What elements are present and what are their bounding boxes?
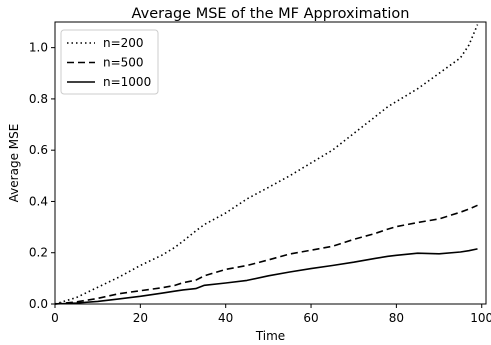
series-layer [54, 24, 479, 305]
legend-label: n=1000 [103, 75, 151, 89]
x-axis: 0 20 40 60 80 100 [51, 304, 491, 325]
x-tick-label: 100 [470, 311, 491, 325]
chart-title: Average MSE of the MF Approximation [132, 6, 410, 22]
y-axis: 0.0 0.2 0.4 0.6 0.8 1.0 [29, 41, 55, 311]
y-tick-label: 0.0 [29, 297, 48, 311]
y-tick-label: 1.0 [29, 41, 48, 55]
plot-frame [54, 21, 487, 305]
y-tick-label: 0.8 [29, 92, 48, 106]
legend-frame [60, 29, 159, 95]
series-line-n-200 [54, 24, 479, 305]
legend-label: n=200 [103, 36, 144, 50]
x-tick-label: 40 [218, 311, 233, 325]
x-tick-label: 20 [133, 311, 148, 325]
legend-label: n=500 [103, 56, 144, 70]
y-tick-label: 0.4 [29, 194, 48, 208]
y-tick-label: 0.2 [29, 246, 48, 260]
x-tick-label: 0 [51, 311, 59, 325]
series-line-n-1000 [54, 248, 478, 305]
x-tick-label: 60 [303, 311, 318, 325]
x-axis-title: Time [255, 329, 285, 343]
y-axis-title: Average MSE [7, 124, 21, 203]
legend: n=200 n=500 n=1000 [60, 29, 159, 95]
y-tick-label: 0.6 [29, 143, 48, 157]
x-tick-label: 80 [389, 311, 404, 325]
